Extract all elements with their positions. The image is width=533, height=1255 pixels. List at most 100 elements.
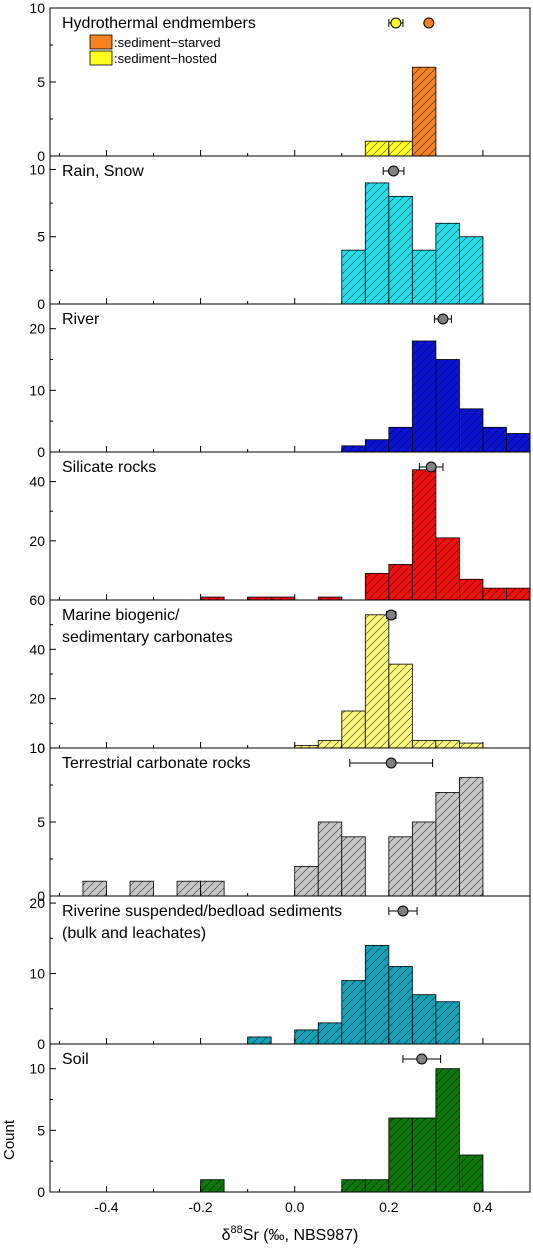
panel-7-bar-7-hatch <box>412 994 436 1044</box>
panel-5-bar-5-hatch <box>388 664 413 748</box>
panel-2-y-tick-label-3: 10 <box>29 161 45 177</box>
panel-4-title-line-1: Silicate rocks <box>62 459 156 476</box>
panel-6-y-tick-label-1: 0 <box>37 888 45 904</box>
panel-4-bar-4-hatch <box>318 597 342 600</box>
panel-8: 0 5 10 Soil <box>29 1043 531 1200</box>
panel-8-bar-5-hatch <box>412 1118 436 1192</box>
panel-8-bar-4-hatch <box>388 1118 413 1192</box>
panel-8-y-tick-label-3: 10 <box>29 1061 45 1077</box>
x-tick-label-3: 0.0 <box>285 1199 305 1215</box>
panel-1-bar-1-hatch <box>412 67 436 156</box>
panel-4-bar-3-hatch <box>271 597 295 600</box>
panel-3-y-tick-label-2: 10 <box>29 382 45 398</box>
panel-5-y-tick-label-1: 0 <box>37 740 45 756</box>
panels-group: 0 5 10 Hydrothermal endmembers:sediment−sta… <box>29 0 531 1200</box>
panel-2-y-tick-label-1: 0 <box>37 296 45 312</box>
panel-5-bar-7-hatch <box>435 740 460 748</box>
panel-6-bar-6-hatch <box>318 822 342 896</box>
panel-6-bar-4-hatch <box>200 881 225 896</box>
panel-3-y-tick-label-1: 0 <box>37 444 45 460</box>
panel-1-title-line-1: Hydrothermal endmembers <box>62 15 256 32</box>
legend-label-2: :sediment−hosted <box>114 51 217 66</box>
panel-7-bar-3-hatch <box>318 1022 342 1044</box>
panel-2-bar-1-hatch <box>341 250 366 304</box>
panel-1-y-tick-label-3: 10 <box>29 0 45 16</box>
panel-5-mean-marker-1 <box>385 609 397 621</box>
panel-7-bar-5-hatch <box>365 945 389 1044</box>
panel-8-bar-2-hatch <box>341 1179 366 1192</box>
panel-3-bar-3-hatch <box>388 427 413 452</box>
panel-6-title-line-1: Terrestrial carbonate rocks <box>62 755 251 772</box>
panel-8-bar-7-hatch <box>459 1155 483 1192</box>
panel-3-bar-4-hatch <box>412 341 436 452</box>
panel-5-bar-6-hatch <box>412 740 436 748</box>
panel-2-title-line-1: Rain, Snow <box>62 163 144 180</box>
panel-2-bar-2-hatch <box>365 182 389 304</box>
panel-6-bar-7-hatch <box>341 836 366 896</box>
panel-8-bar-3-hatch <box>365 1179 389 1192</box>
panel-5-y-tick-label-2: 20 <box>29 691 45 707</box>
panel-4-bar-7-hatch <box>412 469 436 600</box>
panel-7-bar-6-hatch <box>388 966 413 1044</box>
panel-2-mean-marker-1 <box>388 165 400 177</box>
x-axis-label-prefix: δ <box>222 1227 231 1244</box>
panel-8-y-tick-label-1: 0 <box>37 1184 45 1200</box>
panel-5-y-tick-label-4: 60 <box>29 592 45 608</box>
panel-7-y-tick-label-3: 20 <box>29 895 45 911</box>
panel-3-bar-2-hatch <box>365 439 389 452</box>
panel-5-bar-1-hatch <box>294 745 319 748</box>
y-axis-label: Count <box>1 1119 18 1160</box>
legend-swatch-1 <box>89 34 113 50</box>
panel-1-y-tick-label-2: 5 <box>37 74 45 90</box>
panel-3-bar-7-hatch <box>482 427 507 452</box>
panel-4-bar-2-hatch <box>247 597 272 600</box>
panel-1-y-tick-label-1: 0 <box>37 148 45 164</box>
panel-6-y-tick-label-2: 5 <box>37 814 45 830</box>
panel-4-bar-10-hatch <box>482 588 507 600</box>
panel-2-bar-6-hatch <box>459 236 483 304</box>
panel-1-mean-marker-2 <box>423 17 435 29</box>
panel-4-bar-6-hatch <box>388 564 413 600</box>
x-axis-label: δ88Sr (‰, NBS987) <box>222 1224 359 1244</box>
panel-7-bar-4-hatch <box>341 980 366 1044</box>
panel-5-bar-4-hatch <box>365 614 389 748</box>
panel-1: 0 5 10 Hydrothermal endmembers:sediment−sta… <box>29 0 531 164</box>
panel-6-bar-8-hatch <box>388 836 413 896</box>
panel-6-bar-1-hatch <box>82 881 107 896</box>
panel-2-bar-3-hatch <box>388 196 413 304</box>
panel-1-stack-bar-2-hatch <box>388 141 413 156</box>
panel-6-y-tick-label-3: 10 <box>29 740 45 756</box>
panel-4-bar-1-hatch <box>200 597 225 600</box>
panel-6: 0 5 10 Terrestrial carbonate rocks <box>29 740 531 904</box>
panel-2-bar-4-hatch <box>412 250 436 304</box>
panel-3: 0 10 20 River <box>29 303 531 460</box>
panel-6-bar-5-hatch <box>294 866 319 896</box>
panel-3-bar-8-hatch <box>506 433 530 452</box>
panel-7-mean-marker-1 <box>397 905 409 917</box>
panel-4-bar-5-hatch <box>365 573 389 600</box>
panel-7: 0 10 20 Riverine suspended/bedload sediment… <box>29 895 531 1052</box>
panel-8-bar-1-hatch <box>200 1179 225 1192</box>
panel-7-bar-8-hatch <box>435 1001 460 1044</box>
panel-4-mean-marker-1 <box>425 461 437 473</box>
panel-8-bar-6-hatch <box>435 1068 460 1192</box>
panel-8-frame <box>49 1043 531 1193</box>
panel-4-y-tick-label-2: 40 <box>29 474 45 490</box>
panel-7-bar-2-hatch <box>294 1029 319 1044</box>
panel-2: 0 5 10 Rain, Snow <box>29 155 531 312</box>
panel-3-bar-6-hatch <box>459 408 483 452</box>
panel-8-y-tick-label-2: 5 <box>37 1122 45 1138</box>
panel-1-mean-marker-1 <box>390 17 402 29</box>
x-tick-label-4: 0.2 <box>379 1199 399 1215</box>
panel-6-bar-3-hatch <box>177 881 201 896</box>
panel-4-bar-8-hatch <box>435 537 460 600</box>
panel-7-title-line-1: Riverine suspended/bedload sediments <box>62 903 342 920</box>
panel-1-stack-bar-1-hatch <box>365 141 389 156</box>
panel-5: 0 20 40 60 Marine biogenic/sedimentary carbo… <box>29 592 531 756</box>
panel-7-y-tick-label-1: 0 <box>37 1036 45 1052</box>
panel-4-bar-11-hatch <box>506 588 530 600</box>
panel-3-bar-1-hatch <box>341 445 366 452</box>
panel-8-title-line-1: Soil <box>62 1051 89 1068</box>
panel-6-bar-9-hatch <box>412 822 436 896</box>
